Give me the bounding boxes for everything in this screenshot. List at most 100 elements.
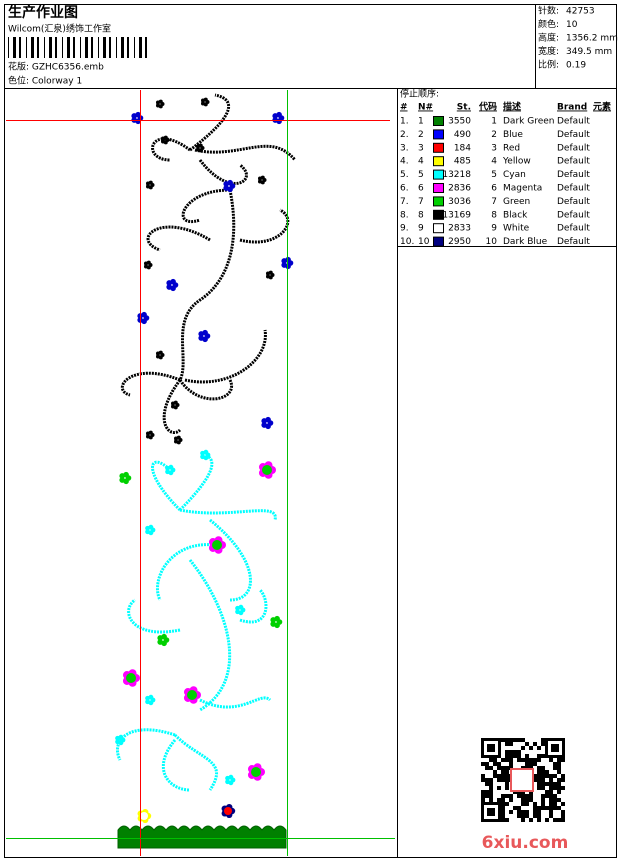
flower-center [251, 767, 261, 777]
qr-module [533, 810, 537, 814]
qr-module [517, 814, 521, 818]
petal [155, 354, 160, 359]
qr-module [533, 814, 537, 818]
bar-stripe [31, 37, 34, 58]
qr-module [537, 782, 541, 786]
qr-module [533, 806, 537, 810]
qr-module [525, 762, 529, 766]
qr-module [485, 794, 489, 798]
qr-module [541, 798, 545, 802]
qr-module [545, 774, 549, 778]
color-swatch [433, 223, 444, 234]
qr-module [553, 786, 557, 790]
qr-module [493, 774, 497, 778]
qr-module [529, 798, 533, 802]
row-num: 3. [400, 143, 409, 153]
petal [225, 779, 230, 785]
qr-module [521, 746, 525, 750]
row-stitches: 2833 [448, 224, 471, 234]
qr-module [497, 786, 501, 790]
info-label: 宽度: [538, 45, 559, 57]
petal [285, 256, 291, 263]
qr-module [545, 790, 549, 794]
row-n: 10 [418, 237, 430, 247]
row-stitches: 490 [454, 130, 471, 140]
row-n: 5 [418, 170, 424, 180]
info-value: 0.19 [566, 61, 586, 71]
bar-stripe [121, 37, 124, 58]
petal [148, 430, 153, 435]
bar-stripe [73, 37, 75, 58]
row-desc: Yellow [502, 157, 531, 167]
petal [115, 739, 120, 745]
qr-module [561, 818, 565, 822]
row-brand: Default [557, 170, 590, 180]
petal [195, 147, 200, 152]
row-num: 5. [400, 170, 409, 180]
row-stitches: 2836 [448, 184, 471, 194]
qr-module [533, 742, 537, 746]
color-swatch [433, 169, 444, 180]
qr-module [501, 770, 505, 774]
qr-module [481, 762, 485, 766]
petal [228, 774, 234, 780]
petal [200, 454, 205, 460]
qr-module [505, 766, 509, 770]
qr-module [505, 770, 509, 774]
qr-module [537, 766, 541, 770]
petal [145, 434, 150, 439]
petal [176, 435, 181, 440]
petal [238, 604, 244, 610]
qr-module [517, 758, 521, 762]
qr-module [549, 790, 553, 794]
bar-stripe [13, 37, 16, 58]
petal [166, 284, 172, 290]
qr-module [553, 774, 557, 778]
petal [160, 139, 165, 144]
qr-module [501, 806, 505, 810]
info-label: 比例: [538, 59, 559, 71]
qr-module [505, 742, 509, 746]
row-num: 9. [400, 224, 409, 234]
row-code: 8 [491, 210, 497, 220]
petal [281, 262, 287, 268]
petal [274, 615, 280, 622]
qr-module [541, 774, 545, 778]
info-value: 349.5 mm [566, 47, 612, 57]
bar-stripe [109, 37, 111, 58]
row-code: 5 [491, 170, 497, 180]
color-swatch [433, 142, 444, 153]
qr-module [501, 774, 505, 778]
row-stitches: 13218 [442, 170, 471, 180]
bar-stripe [62, 37, 63, 58]
qr-module [537, 746, 541, 750]
petal [170, 404, 175, 409]
qr-module [537, 818, 541, 822]
qr-module [549, 802, 553, 806]
qr-module [553, 794, 557, 798]
qr-code [481, 738, 565, 822]
qr-module [505, 738, 509, 742]
qr-module [561, 778, 565, 782]
qr-module [489, 758, 493, 762]
qr-module [509, 758, 513, 762]
qr-module [537, 778, 541, 782]
row-desc: Black [503, 210, 528, 220]
row-stitches: 184 [454, 143, 471, 153]
qr-module [493, 770, 497, 774]
info-value: 10 [566, 20, 578, 30]
row-desc: Dark Green [503, 117, 554, 127]
row-desc: Red [503, 143, 520, 153]
qr-module [509, 810, 513, 814]
qr-module [525, 814, 529, 818]
petal [173, 400, 178, 405]
qr-module [501, 778, 505, 782]
qr-module [493, 758, 497, 762]
qr-module [549, 778, 553, 782]
watermark: 6xiu.com [482, 833, 569, 853]
studio: Wilcom(汇泉)绣饰工作室 [8, 23, 111, 35]
petal [268, 270, 273, 275]
qr-module [505, 794, 509, 798]
petal [119, 477, 125, 483]
